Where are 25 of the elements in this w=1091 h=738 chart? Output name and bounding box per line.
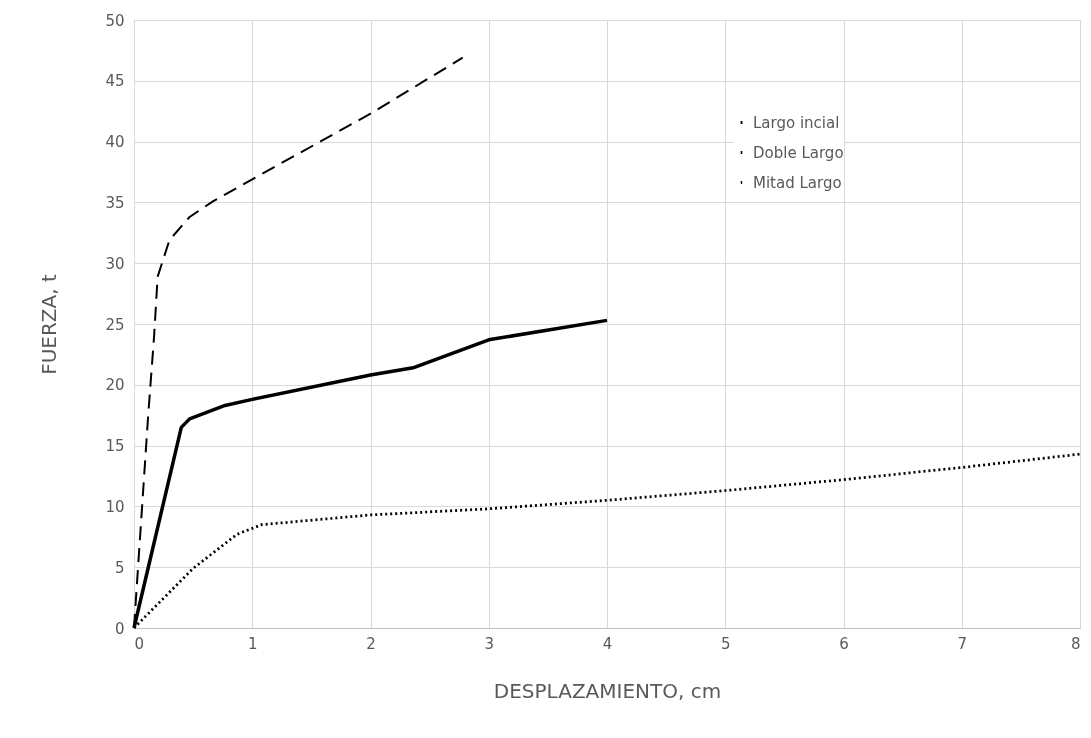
y-tick-label: 30 <box>105 254 125 273</box>
x-tick-label: 5 <box>720 634 731 653</box>
x-tick-label: 8 <box>1070 634 1081 653</box>
y-tick-label: 20 <box>105 376 125 395</box>
y-tick-label: 15 <box>105 437 125 456</box>
y-tick-label: 40 <box>105 133 125 152</box>
x-tick-label: 3 <box>484 634 495 653</box>
legend-label: Doble Largo <box>753 143 844 162</box>
y-axis-title: FUERZA, t <box>37 274 62 375</box>
x-tick-label: 0 <box>134 634 145 653</box>
legend-label: Mitad Largo <box>753 173 842 192</box>
y-tick-label: 0 <box>114 619 125 638</box>
x-tick-label: 1 <box>247 634 258 653</box>
y-tick-label: 25 <box>105 315 125 334</box>
x-axis-title: DESPLAZAMIENTO, cm <box>493 678 722 703</box>
x-tick-label: 7 <box>957 634 968 653</box>
y-tick-label: 45 <box>105 72 125 91</box>
y-tick-label: 10 <box>105 497 125 516</box>
x-tick-label: 4 <box>602 634 613 653</box>
x-tick-label: 2 <box>366 634 376 653</box>
x-tick-label: 6 <box>839 634 849 653</box>
y-tick-label: 50 <box>105 11 125 30</box>
legend-label: Largo incial <box>753 113 840 132</box>
y-tick-label: 35 <box>105 193 125 212</box>
y-tick-label: 5 <box>114 558 125 577</box>
